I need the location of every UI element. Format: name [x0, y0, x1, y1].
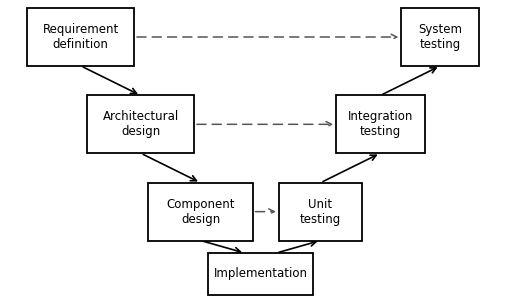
- Bar: [401, 8, 479, 66]
- Text: Integration
testing: Integration testing: [348, 110, 413, 138]
- Bar: [336, 95, 425, 153]
- Text: Component
design: Component design: [166, 198, 235, 226]
- Text: System
testing: System testing: [418, 23, 462, 51]
- Bar: [279, 183, 362, 240]
- Text: Unit
testing: Unit testing: [300, 198, 341, 226]
- Bar: [148, 183, 253, 240]
- Text: Architectural
design: Architectural design: [103, 110, 179, 138]
- Text: Requirement
definition: Requirement definition: [43, 23, 119, 51]
- Bar: [88, 95, 194, 153]
- Bar: [208, 253, 313, 295]
- Text: Implementation: Implementation: [214, 267, 307, 280]
- Bar: [28, 8, 134, 66]
